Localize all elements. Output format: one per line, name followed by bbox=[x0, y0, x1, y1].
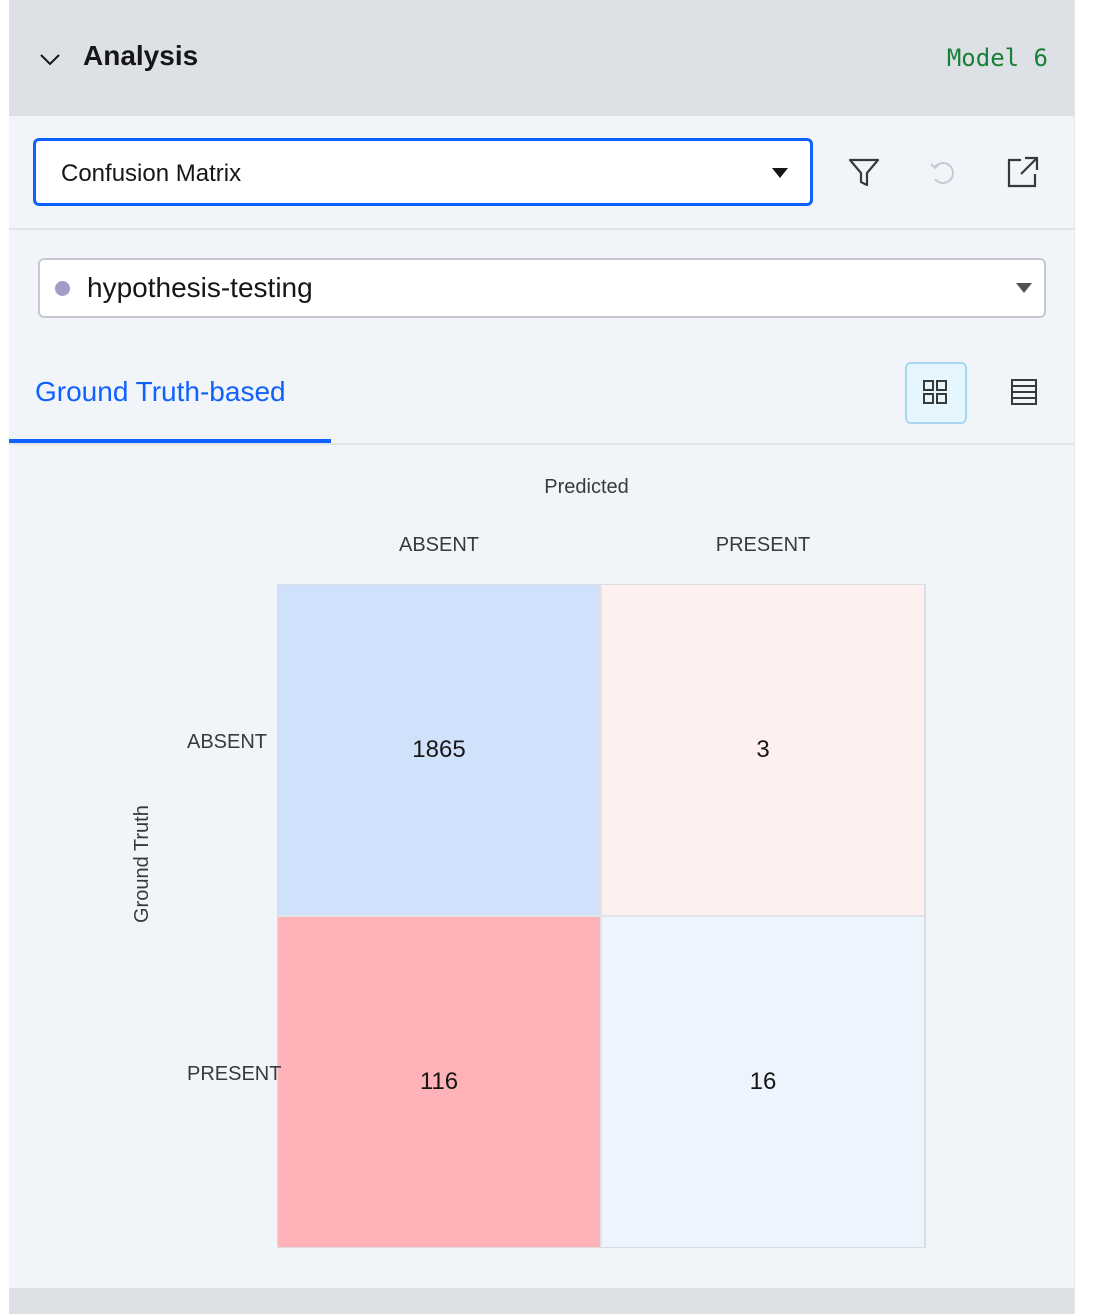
analysis-header[interactable]: Analysis Model 6 bbox=[9, 0, 1074, 116]
column-label: PRESENT bbox=[715, 534, 811, 556]
tab-label: Ground Truth-based bbox=[35, 376, 286, 407]
cell-value: 16 bbox=[749, 1068, 777, 1095]
x-axis-title: Predicted bbox=[544, 476, 629, 498]
matrix-cell[interactable]: 116 bbox=[278, 917, 600, 1247]
confusion-matrix-chart: Predicted Ground Truth 1865 3 116 16 ABSENT… bbox=[9, 445, 1074, 1285]
table-view-button[interactable] bbox=[994, 362, 1056, 424]
tab-bar: Ground Truth-based bbox=[9, 340, 1074, 445]
matrix-cell[interactable]: 16 bbox=[602, 917, 924, 1247]
matrix-cell[interactable]: 3 bbox=[602, 585, 924, 915]
cell-value: 116 bbox=[419, 1068, 459, 1095]
caret-down-icon bbox=[772, 168, 788, 178]
panel-title: Analysis bbox=[83, 40, 199, 71]
dataset-select-value: hypothesis-testing bbox=[87, 272, 313, 303]
grid-view-icon bbox=[923, 380, 947, 404]
tab-ground-truth-based[interactable]: Ground Truth-based bbox=[9, 340, 331, 443]
row-label: ABSENT bbox=[187, 731, 268, 753]
chevron-down-icon[interactable] bbox=[37, 46, 63, 72]
row-label: PRESENT bbox=[187, 1063, 282, 1085]
analysis-type-value: Confusion Matrix bbox=[61, 160, 242, 187]
dataset-select[interactable]: hypothesis-testing bbox=[38, 258, 1046, 318]
analysis-panel: Analysis Model 6 Confusion Matrix hypoth… bbox=[9, 0, 1074, 1314]
next-panel-header bbox=[9, 1288, 1074, 1314]
matrix-cell[interactable]: 1865 bbox=[278, 585, 600, 915]
filter-icon[interactable] bbox=[846, 154, 882, 190]
grid-view-button[interactable] bbox=[905, 362, 967, 424]
column-label: ABSENT bbox=[398, 534, 480, 556]
cell-value: 3 bbox=[756, 736, 770, 763]
y-axis-title: Ground Truth bbox=[131, 805, 153, 923]
reset-icon[interactable] bbox=[925, 154, 961, 190]
analysis-type-select[interactable]: Confusion Matrix bbox=[33, 138, 813, 206]
caret-down-icon bbox=[1016, 283, 1032, 293]
model-label: Model 6 bbox=[946, 44, 1048, 72]
dataset-color-dot bbox=[55, 281, 70, 296]
matrix-grid: 1865 3 116 16 bbox=[277, 584, 926, 1248]
analysis-toolbar: Confusion Matrix bbox=[9, 116, 1074, 230]
cell-value: 1865 bbox=[412, 736, 466, 763]
table-view-icon bbox=[1011, 379, 1037, 405]
open-external-icon[interactable] bbox=[1005, 154, 1041, 190]
